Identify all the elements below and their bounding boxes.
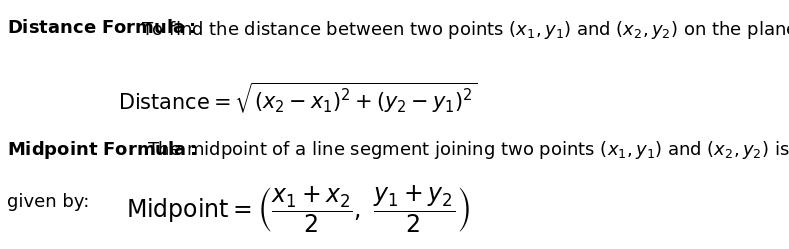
Text: The midpoint of a line segment joining two points $(x_1, y_1)$ and $(x_2, y_2)$ : The midpoint of a line segment joining t…	[147, 139, 789, 161]
Text: $\mathrm{Midpoint} = \left(\dfrac{x_1 + x_2}{2},\ \dfrac{y_1 + y_2}{2}\right)$: $\mathrm{Midpoint} = \left(\dfrac{x_1 + …	[125, 185, 469, 235]
Text: $\mathrm{Distance} = \sqrt{(x_2 - x_1)^2 + (y_2 - y_1)^2}$: $\mathrm{Distance} = \sqrt{(x_2 - x_1)^2…	[118, 80, 477, 115]
Text: To find the distance between two points $(x_1, y_1)$ and $(x_2, y_2)$ on the pla: To find the distance between two points …	[140, 19, 789, 41]
Text: $\mathbf{Midpoint\ Formula:}$: $\mathbf{Midpoint\ Formula:}$	[7, 139, 197, 161]
Text: given by:: given by:	[7, 193, 90, 211]
Text: $\mathbf{Distance\ Formula:}$: $\mathbf{Distance\ Formula:}$	[7, 19, 196, 37]
